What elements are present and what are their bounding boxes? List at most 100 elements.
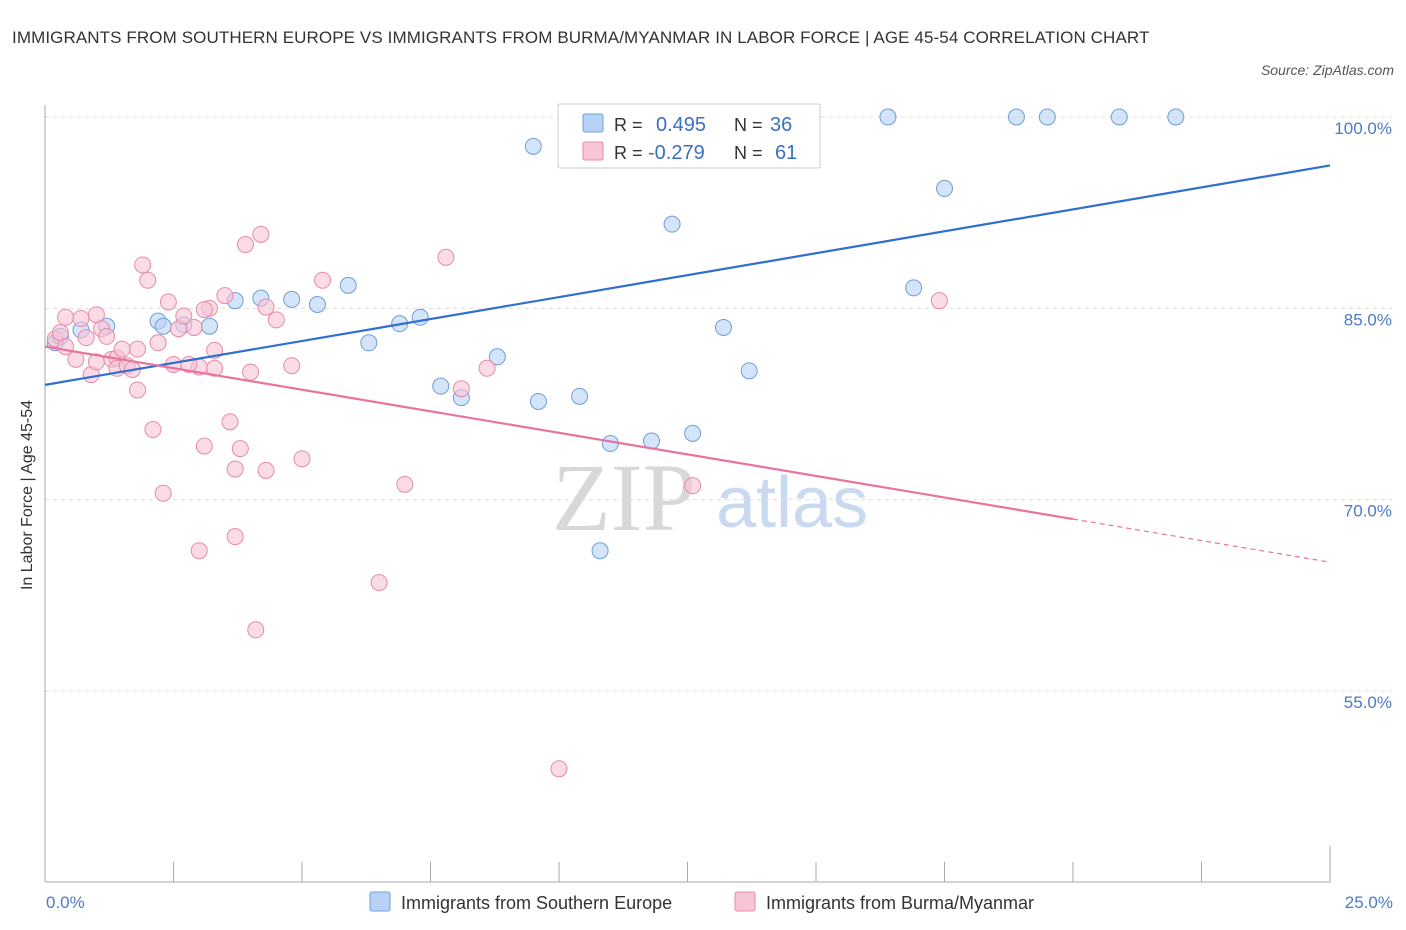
point-series1-19 — [134, 256, 152, 274]
y-tick-label-0: 55.0% — [1344, 693, 1392, 712]
trend-line-series1 — [44, 345, 1074, 521]
point-series0-26 — [684, 424, 702, 442]
point-series0-5 — [154, 317, 172, 335]
point-series1-6 — [77, 329, 95, 347]
point-series1-44 — [293, 450, 311, 468]
point-series0-11 — [308, 296, 326, 314]
point-series0-35 — [1110, 108, 1128, 126]
point-series0-31 — [905, 279, 923, 297]
legend-swatch-burma — [734, 891, 756, 912]
point-series0-28 — [740, 362, 758, 380]
point-series0-10 — [283, 290, 301, 308]
stats-r-value-blue: 0.495 — [656, 114, 706, 136]
point-series1-35 — [221, 413, 239, 431]
point-series1-46 — [370, 574, 388, 592]
point-series0-19 — [529, 392, 547, 410]
point-series0-23 — [601, 435, 619, 453]
legend-label-southern-europe: Immigrants from Southern Europe — [401, 893, 672, 913]
point-series1-33 — [206, 359, 224, 377]
point-series0-30 — [879, 108, 897, 126]
gridlines — [45, 116, 1392, 692]
point-series1-17 — [129, 340, 147, 358]
point-series0-12 — [339, 276, 357, 294]
point-series0-20 — [524, 137, 542, 155]
point-series1-11 — [98, 327, 116, 345]
point-series1-51 — [550, 760, 568, 778]
point-series1-53 — [930, 292, 948, 310]
stats-n-value-pink: 61 — [775, 142, 797, 164]
point-series0-7 — [200, 317, 218, 335]
point-series1-2 — [57, 338, 75, 356]
point-series0-27 — [714, 318, 732, 336]
point-series0-34 — [1038, 108, 1056, 126]
stats-legend-box — [557, 103, 821, 169]
watermark-atlas: atlas — [716, 463, 868, 543]
point-series1-50 — [478, 359, 496, 377]
stats-r-label-pink: R = — [614, 143, 643, 163]
trend-lines — [44, 164, 1331, 563]
watermark: ZIP atlas — [552, 444, 868, 551]
point-series0-22 — [591, 542, 609, 560]
axes — [44, 105, 1331, 883]
point-series0-21 — [571, 387, 589, 405]
point-series1-49 — [452, 380, 470, 398]
point-series1-24 — [159, 293, 177, 311]
stats-n-label-pink: N = — [734, 143, 763, 163]
point-series1-36 — [231, 440, 249, 458]
y-tick-label-1: 70.0% — [1344, 502, 1392, 521]
point-series1-23 — [154, 484, 172, 502]
series-legend: Immigrants from Southern Europe Immigran… — [369, 891, 1034, 913]
point-series1-28 — [185, 318, 203, 336]
legend-swatch-southern-europe — [369, 891, 391, 912]
trend-line-series0 — [44, 164, 1331, 386]
x-tick-label-1: 25.0% — [1345, 893, 1393, 912]
point-series0-33 — [1007, 108, 1025, 126]
watermark-zip: ZIP — [552, 444, 696, 551]
x-tick-label-0: 0.0% — [46, 893, 85, 912]
point-series1-39 — [242, 363, 260, 381]
source-label: Source: ZipAtlas.com — [1260, 62, 1394, 78]
tick-labels: 55.0% 70.0% 85.0% 100.0% 0.0% 25.0% — [46, 119, 1393, 912]
point-series1-37 — [226, 460, 244, 478]
stats-swatch-blue — [582, 113, 604, 133]
stats-n-label-blue: N = — [734, 115, 763, 135]
point-series1-45 — [314, 271, 332, 289]
point-series1-27 — [175, 307, 193, 325]
point-series0-13 — [360, 334, 378, 352]
point-series1-20 — [139, 271, 157, 289]
stats-n-value-blue: 36 — [770, 114, 792, 136]
point-series1-42 — [267, 311, 285, 329]
point-series1-34 — [216, 287, 234, 305]
point-series1-15 — [113, 340, 131, 358]
point-series1-30 — [195, 437, 213, 455]
point-series1-57 — [257, 461, 275, 479]
point-series1-40 — [257, 298, 275, 316]
point-series0-32 — [936, 179, 953, 197]
point-series1-60 — [195, 301, 213, 319]
point-series1-54 — [190, 542, 208, 560]
y-tick-label-3: 100.0% — [1334, 119, 1392, 138]
stats-r-value-pink: -0.279 — [648, 142, 705, 164]
trend-line-dashed-series1 — [1072, 518, 1331, 563]
point-series1-47 — [396, 475, 414, 493]
stats-swatch-pink — [582, 141, 604, 161]
point-series1-52 — [684, 477, 702, 495]
point-series1-18 — [129, 381, 147, 399]
point-series0-16 — [432, 377, 450, 395]
stats-legend: R = 0.495 N = 36 R = -0.279 N = 61 — [557, 103, 821, 169]
point-series0-36 — [1167, 108, 1185, 126]
point-series1-22 — [149, 334, 167, 352]
point-series1-21 — [144, 421, 162, 439]
y-tick-label-2: 85.0% — [1344, 310, 1392, 329]
point-series1-41 — [252, 225, 270, 243]
point-series1-55 — [226, 528, 244, 546]
stats-r-label-blue: R = — [614, 115, 643, 135]
point-series0-18 — [488, 348, 506, 366]
point-series1-43 — [283, 357, 301, 375]
chart-title: IMMIGRANTS FROM SOUTHERN EUROPE VS IMMIG… — [12, 28, 1150, 47]
point-series1-3 — [57, 308, 75, 326]
point-series1-38 — [236, 236, 254, 254]
point-series0-25 — [663, 215, 681, 233]
point-series1-5 — [72, 310, 90, 328]
